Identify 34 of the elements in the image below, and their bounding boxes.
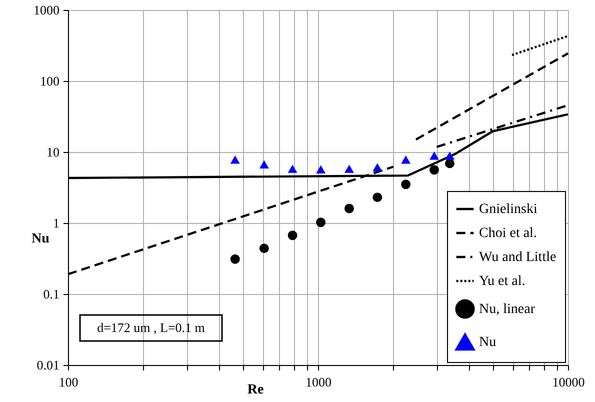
point xyxy=(344,204,354,214)
point xyxy=(429,151,439,160)
point xyxy=(401,156,411,164)
point xyxy=(259,160,269,168)
point xyxy=(344,164,354,173)
point xyxy=(401,180,411,190)
annotation: d=172 um , L=0.1 m xyxy=(97,320,205,335)
y-tick-label: 0.1 xyxy=(43,286,60,302)
point xyxy=(372,163,382,172)
x-axis-title: Re xyxy=(247,382,264,398)
point xyxy=(230,156,240,164)
point xyxy=(288,230,298,240)
point xyxy=(372,192,382,202)
x-tick-label: 100 xyxy=(58,374,78,390)
legend-label: Yu et al. xyxy=(479,274,526,289)
point xyxy=(316,218,326,228)
y-tick-label: 0.01 xyxy=(36,358,60,372)
y-tick-label: 1 xyxy=(53,216,60,230)
legend-label: Wu and Little xyxy=(479,250,556,265)
point xyxy=(259,244,269,254)
legend-label: Choi et al. xyxy=(479,226,537,241)
x-tick-label: 10000 xyxy=(552,374,585,390)
y-axis-title: Nu xyxy=(32,232,50,246)
point xyxy=(429,165,439,175)
x-tick-label: 1000 xyxy=(306,374,332,390)
point xyxy=(288,164,298,173)
y-tick-label: 1000 xyxy=(34,2,60,18)
point xyxy=(230,254,240,264)
legend-label: Nu xyxy=(479,335,496,350)
point xyxy=(316,165,326,174)
legend-label: Gnielinski xyxy=(479,202,538,217)
y-tick-label: 100 xyxy=(40,74,60,88)
legend-label: Nu, linear xyxy=(479,302,536,317)
y-tick-label: 10 xyxy=(46,144,60,160)
